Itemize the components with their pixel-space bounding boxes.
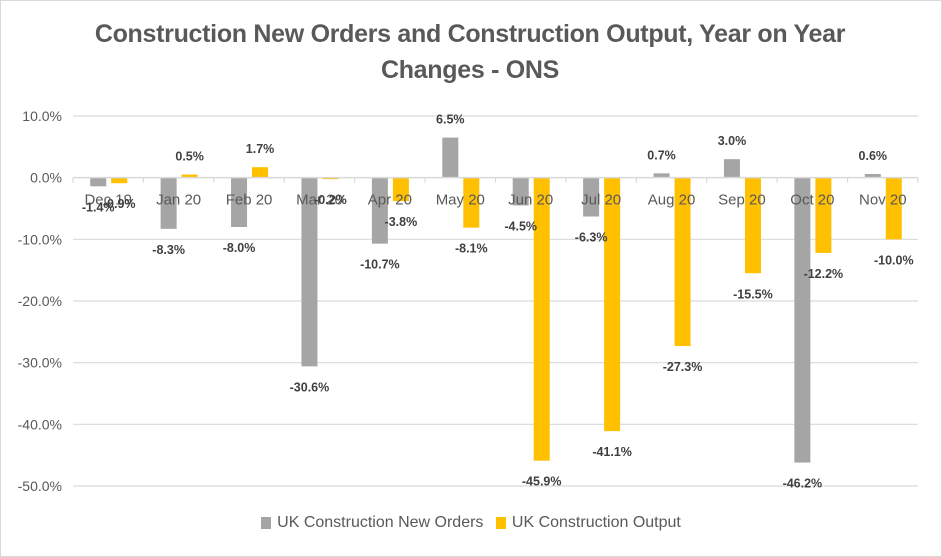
bar-output	[604, 177, 621, 432]
bar-output	[674, 177, 691, 347]
y-tick-label: -50.0%	[18, 478, 62, 494]
data-label-output: -12.2%	[804, 267, 844, 281]
bar-new-orders	[864, 173, 881, 178]
bar-output	[885, 177, 902, 240]
y-tick-label: -20.0%	[18, 293, 62, 309]
data-label-new-orders: 6.5%	[436, 113, 465, 127]
data-label-new-orders: -4.5%	[504, 219, 537, 233]
data-label-output: 0.5%	[175, 150, 204, 164]
data-label-new-orders: 0.6%	[859, 149, 888, 163]
data-label-output: -45.9%	[522, 475, 562, 489]
x-tick-label: May 20	[436, 192, 485, 209]
bar-output	[744, 177, 761, 274]
data-label-output: -0.2%	[314, 193, 347, 207]
data-label-new-orders: -8.3%	[152, 243, 185, 257]
bar-new-orders	[301, 177, 318, 367]
bar-output	[111, 177, 128, 184]
x-tick-label: Apr 20	[368, 192, 412, 209]
data-label-new-orders: -10.7%	[360, 258, 400, 272]
legend-item-output[interactable]: UK Construction Output	[495, 514, 681, 532]
bar-new-orders	[371, 177, 388, 244]
bar-output	[252, 167, 269, 178]
x-tick-label: Feb 20	[226, 192, 273, 209]
legend-swatch-new-orders	[261, 517, 272, 529]
legend-swatch-output	[495, 517, 506, 529]
data-label-new-orders: 0.7%	[647, 148, 676, 162]
x-tick-label: Jul 20	[581, 192, 621, 209]
data-label-output: -15.5%	[733, 287, 773, 301]
chart-title: Construction New Orders and Construction…	[94, 20, 846, 84]
bar-output	[815, 177, 832, 253]
legend-item-new-orders[interactable]: UK Construction New Orders	[261, 514, 483, 532]
bar-new-orders	[583, 177, 600, 217]
data-label-output: -41.1%	[592, 445, 632, 459]
data-label-output: -0.9%	[103, 197, 136, 211]
bar-new-orders	[231, 177, 248, 227]
data-labels: -1.4%-0.9% -8.3% 0.5% -8.0% 1.7% -30.6% -0.2% -…	[82, 113, 914, 491]
gridlines	[73, 115, 918, 487]
x-tick-label: Jun 20	[508, 192, 553, 209]
bar-output	[533, 177, 550, 461]
x-tick-label: Dec 19	[84, 192, 132, 209]
data-label-output: 1.7%	[246, 142, 275, 156]
bar-new-orders	[512, 177, 529, 206]
x-tick-label: Jan 20	[156, 192, 201, 209]
data-label-new-orders: -1.4%	[82, 200, 115, 214]
bar-new-orders	[160, 177, 177, 229]
y-tick-label: -30.0%	[18, 355, 62, 371]
y-tick-label: -40.0%	[18, 416, 62, 432]
y-tick-label: -10.0%	[18, 231, 62, 247]
data-label-new-orders: -6.3%	[575, 231, 608, 245]
data-label-output: -3.8%	[385, 215, 418, 229]
data-label-new-orders: -46.2%	[783, 477, 823, 491]
data-label-output: -10.0%	[874, 253, 914, 267]
data-label-new-orders: -30.6%	[290, 380, 330, 394]
bar-new-orders	[723, 159, 740, 178]
x-axis-labels: Dec 19 Jan 20 Feb 20 Mar 20 Apr 20 May 20 Jun …	[84, 192, 906, 209]
data-label-output: -27.3%	[663, 360, 703, 374]
x-axis	[72, 176, 919, 183]
legend-label-output: UK Construction Output	[511, 514, 681, 531]
x-tick-label: Oct 20	[790, 192, 834, 209]
x-tick-label: Aug 20	[648, 192, 696, 209]
x-tick-label: Nov 20	[859, 192, 907, 209]
x-tick-label: Sep 20	[718, 192, 766, 209]
bar-output	[181, 174, 198, 178]
data-label-new-orders: -8.0%	[223, 241, 256, 255]
x-tick-label: Mar 20	[296, 192, 343, 209]
bar-output	[392, 177, 409, 202]
bar-new-orders	[442, 137, 459, 178]
data-label-new-orders: 3.0%	[718, 134, 747, 148]
legend-label-new-orders: UK Construction New Orders	[277, 514, 484, 531]
y-axis-ticks: 10.0% 0.0% -10.0% -20.0% -30.0% -40.0% -50.0%	[18, 108, 62, 494]
y-tick-label: 10.0%	[22, 108, 62, 124]
legend: UK Construction New Orders UK Constructi…	[0, 514, 942, 534]
y-tick-label: 0.0%	[30, 170, 62, 186]
bar-new-orders	[90, 177, 107, 187]
data-label-output: -8.1%	[455, 242, 488, 256]
bar-new-orders	[653, 173, 670, 178]
bar-new-orders	[794, 177, 811, 463]
bars	[90, 137, 902, 463]
bar-output	[463, 177, 480, 228]
